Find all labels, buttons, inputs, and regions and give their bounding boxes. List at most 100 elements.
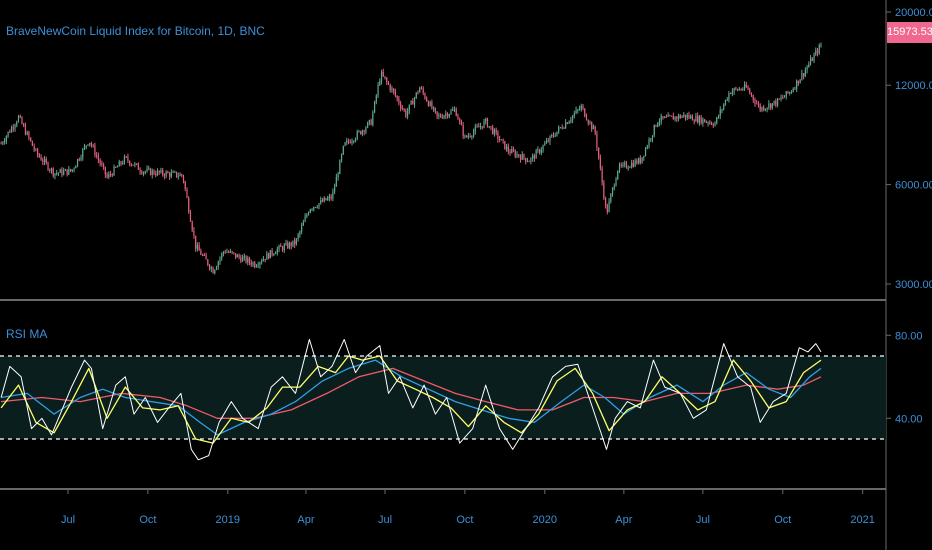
candle-body: [224, 251, 226, 253]
time-tick-label: Apr: [297, 514, 314, 526]
candle-body: [285, 242, 287, 246]
fast-ma-line: [0, 355, 822, 444]
candle-body: [780, 97, 782, 100]
candle-body: [271, 250, 273, 255]
candle-body: [167, 172, 169, 174]
rsi-line: [0, 338, 822, 461]
candle-body: [756, 103, 758, 105]
candle-body: [288, 242, 291, 248]
candle-body: [255, 265, 258, 267]
candle-body: [625, 163, 628, 168]
candle-body: [259, 262, 261, 266]
indicator-title: RSI MA: [6, 327, 48, 341]
candle-body: [761, 107, 763, 111]
candle-body: [115, 166, 117, 168]
candle-body: [393, 88, 395, 92]
candle-body: [598, 147, 600, 158]
candle-body: [594, 126, 596, 134]
candle-body: [608, 201, 610, 213]
candle-body: [707, 122, 709, 124]
time-tick-label: Oct: [139, 514, 156, 526]
candle-body: [519, 156, 522, 160]
candle-body: [400, 103, 402, 109]
candle-body: [493, 129, 496, 134]
candle-body: [235, 253, 237, 258]
candle-body: [446, 113, 449, 117]
candle-body: [434, 107, 436, 112]
candle-body: [389, 84, 391, 91]
candle-body: [268, 253, 270, 259]
candle-body: [208, 264, 211, 269]
candle-body: [485, 118, 487, 122]
candle-body: [698, 116, 700, 123]
candle-body: [742, 89, 744, 91]
candle-body: [276, 249, 278, 254]
candle-body: [318, 203, 320, 208]
candle-body: [697, 116, 699, 123]
candle-body: [611, 187, 614, 195]
candle-body: [109, 174, 112, 176]
candle-body: [240, 257, 242, 262]
candle-body: [587, 120, 589, 123]
candle-body: [269, 250, 271, 259]
candle-body: [205, 255, 207, 260]
candle-body: [606, 205, 608, 213]
candle-body: [674, 116, 676, 120]
candle-body: [238, 255, 240, 258]
candle-body: [160, 169, 162, 173]
candle-body: [757, 103, 760, 105]
candle-body: [794, 88, 796, 90]
candle-body: [789, 92, 791, 94]
candle-body: [657, 122, 659, 127]
candle-body: [347, 140, 350, 142]
candle-body: [316, 207, 318, 209]
candle-body: [327, 198, 329, 201]
candle-body: [429, 102, 431, 106]
candle-body: [42, 160, 44, 163]
candle-body: [632, 162, 634, 167]
candle-body: [280, 245, 282, 248]
candle-body: [419, 87, 421, 93]
candle-body: [207, 259, 209, 265]
candle-body: [61, 169, 63, 175]
price-tick-label: 12000.00: [895, 80, 932, 92]
candle-body: [450, 110, 452, 115]
candle-body: [215, 266, 218, 270]
candle-body: [759, 104, 761, 111]
candle-body: [415, 92, 417, 98]
candle-body: [342, 145, 344, 155]
candle-body: [76, 159, 79, 166]
candle-body: [356, 131, 358, 139]
candle-body: [716, 117, 718, 124]
candle-body: [604, 198, 607, 206]
candle-body: [460, 121, 463, 126]
candle-body: [191, 221, 193, 231]
candle-body: [808, 64, 810, 68]
candle-body: [406, 111, 409, 117]
candle-body: [478, 126, 480, 128]
candle-body: [125, 156, 127, 158]
candle-body: [580, 105, 582, 110]
candle-body: [565, 122, 567, 128]
candle-body: [40, 156, 42, 161]
candle-body: [360, 131, 362, 135]
candle-body: [122, 163, 124, 165]
candle-body: [195, 235, 197, 249]
candle-body: [530, 158, 532, 162]
candle-body: [290, 242, 292, 247]
candle-body: [63, 170, 65, 175]
candle-body: [620, 164, 622, 166]
candle-body: [719, 109, 721, 117]
candle-body: [466, 135, 468, 138]
candle-body: [695, 116, 697, 122]
candle-body: [233, 252, 235, 254]
candle-body: [578, 109, 581, 111]
candle-body: [773, 100, 775, 104]
candle-body: [217, 261, 219, 267]
candle-body: [787, 91, 789, 94]
candle-body: [803, 73, 805, 76]
candle-body: [554, 135, 556, 137]
candle-body: [667, 115, 669, 117]
candle-body: [636, 160, 638, 164]
